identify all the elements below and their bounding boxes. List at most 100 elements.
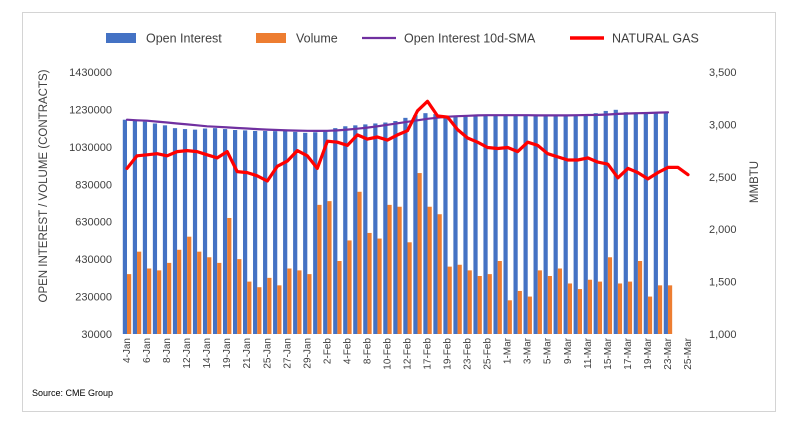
volume-bar (337, 261, 342, 334)
x-tick-label: 6-Jan (142, 338, 153, 363)
volume-bar (457, 264, 462, 334)
x-tick-label: 15-Mar (603, 337, 614, 369)
chart-frame (22, 12, 776, 412)
open-interest-bar (533, 115, 538, 334)
open-interest-bar (603, 110, 608, 334)
open-interest-bar (273, 131, 278, 334)
y-tick-label: 630000 (75, 217, 112, 229)
volume-bar (257, 287, 262, 334)
volume-bar (617, 283, 623, 334)
y2-tick-label: 1,500 (709, 277, 737, 289)
y2-tick-label: 2,000 (709, 224, 737, 236)
volume-bar (467, 270, 472, 334)
volume-bar (137, 251, 142, 334)
y-tick-label: 1430000 (69, 67, 112, 79)
x-tick-label: 17-Feb (423, 338, 434, 370)
open-interest-bar (162, 125, 168, 334)
x-tick-label: 1-Mar (503, 337, 514, 364)
x-tick-label: 21-Jan (242, 338, 253, 369)
open-interest-bar (433, 114, 438, 334)
open-interest-bar (663, 112, 668, 334)
open-interest-sma-line (125, 111, 670, 132)
x-axis-ticks: 4-Jan 6-Jan 8-Jan 12-Jan 14-Jan 19-Jan 21-Jan 2… (122, 337, 694, 369)
x-tick-label: 8-Feb (362, 338, 373, 365)
x-tick-label: 23-Feb (463, 338, 474, 370)
x-tick-label: 19-Jan (222, 338, 233, 369)
volume-bar (307, 274, 312, 334)
y-tick-label: 430000 (75, 254, 112, 266)
open-interest-bar (363, 124, 368, 335)
volume-bar (347, 240, 352, 334)
volume-bar (127, 274, 132, 334)
open-interest-bar (232, 130, 238, 334)
volume-bar (637, 261, 643, 334)
open-interest-bars (122, 109, 668, 335)
volume-bar (157, 270, 162, 334)
volume-bar (627, 281, 633, 334)
volume-bar (587, 279, 593, 334)
volume-bar (667, 285, 673, 334)
volume-bar (477, 275, 482, 334)
open-interest-bar (343, 126, 348, 335)
open-interest-bar (243, 130, 248, 334)
volume-bar (487, 274, 492, 334)
volume-bar (567, 283, 572, 334)
open-interest-bar (463, 115, 468, 334)
volume-bar (357, 191, 362, 334)
x-tick-label: 10-Feb (383, 338, 394, 370)
legend-swatch (256, 33, 286, 43)
open-interest-bar (192, 129, 198, 334)
open-interest-bar (142, 121, 148, 334)
volume-bar (187, 236, 192, 334)
volume-bar (537, 270, 542, 334)
open-interest-bar (573, 115, 578, 335)
y-tick-label: 1030000 (69, 142, 112, 154)
volume-bar (207, 257, 212, 334)
x-tick-label: 4-Feb (342, 338, 353, 365)
open-interest-bar (152, 123, 158, 334)
open-interest-bar (353, 125, 358, 334)
x-tick-label: 14-Jan (202, 338, 213, 369)
x-tick-label: 17-Mar (623, 337, 634, 369)
open-interest-bar (303, 132, 308, 334)
volume-bar (237, 259, 242, 334)
open-interest-bar (122, 119, 128, 334)
volume-bar (327, 201, 332, 334)
open-interest-bar (132, 120, 138, 335)
x-tick-label: 3-Mar (523, 337, 534, 364)
volume-bar (197, 251, 202, 334)
open-interest-bar (643, 113, 648, 335)
y-tick-label: 230000 (75, 292, 112, 304)
open-interest-bar (523, 115, 528, 334)
y-tick-label: 30000 (81, 329, 112, 341)
open-interest-bar (373, 123, 378, 334)
legend-swatch (106, 33, 136, 43)
open-interest-bar (182, 129, 188, 334)
y2-tick-label: 3,000 (709, 119, 737, 131)
open-interest-bar (263, 130, 268, 334)
y-tick-label: 1230000 (69, 104, 112, 116)
open-interest-bar (623, 112, 628, 334)
volume-bar (447, 266, 452, 334)
volume-bar (227, 217, 232, 334)
open-interest-bar (543, 115, 548, 334)
open-interest-bar (403, 117, 408, 334)
x-tick-label: 9-Mar (563, 337, 574, 364)
open-interest-bar (443, 115, 448, 334)
x-tick-label: 8-Jan (162, 338, 173, 363)
volume-bar (267, 277, 272, 334)
y-tick-label: 830000 (75, 179, 112, 191)
volume-bars (127, 173, 673, 334)
y2-tick-label: 1,000 (709, 329, 737, 341)
open-interest-bar (513, 115, 518, 335)
open-interest-bar (593, 113, 598, 335)
open-interest-bar (503, 115, 508, 335)
x-tick-label: 12-Feb (403, 338, 414, 370)
open-interest-bar (563, 115, 568, 334)
x-tick-label: 2-Feb (322, 338, 333, 365)
x-tick-label: 12-Jan (182, 338, 193, 369)
open-interest-bar (583, 114, 588, 334)
open-interest-bar (383, 122, 388, 335)
volume-bar (547, 275, 552, 334)
volume-bar (387, 204, 392, 334)
